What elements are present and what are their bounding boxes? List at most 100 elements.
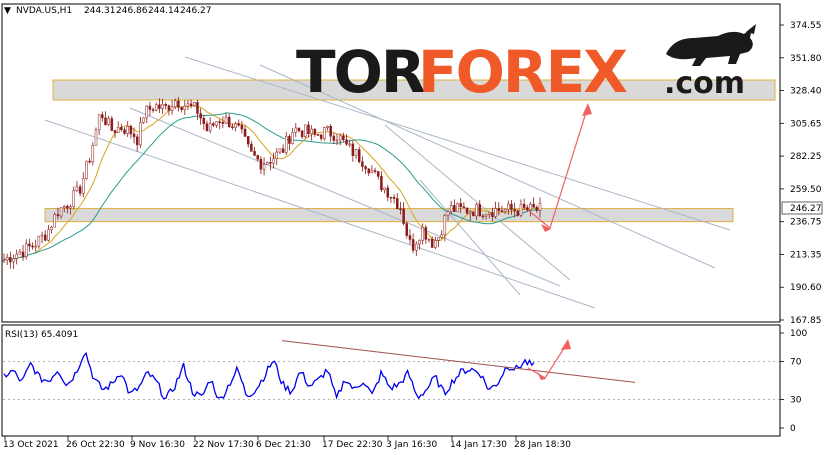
candle-body bbox=[21, 251, 25, 258]
candle-body bbox=[94, 129, 98, 146]
candle-body bbox=[37, 235, 41, 247]
candle-body bbox=[123, 129, 126, 134]
time-tick-label: 14 Jan 17:30 bbox=[450, 440, 507, 450]
price-tick-label: 259.50 bbox=[790, 185, 822, 195]
candle-body bbox=[361, 161, 364, 167]
candle-body bbox=[208, 123, 212, 132]
candle-body bbox=[59, 207, 63, 217]
candle-body bbox=[475, 204, 478, 217]
candle-body bbox=[75, 186, 79, 191]
candle-body bbox=[380, 176, 383, 191]
candle-body bbox=[402, 208, 405, 224]
candle-body bbox=[2, 259, 6, 262]
candle-body bbox=[231, 126, 234, 128]
candle-body bbox=[259, 158, 263, 170]
high-value: 246.86 bbox=[116, 6, 148, 16]
price-tick-label: 374.55 bbox=[790, 21, 822, 31]
candle-body bbox=[5, 257, 9, 261]
candle-body bbox=[224, 116, 228, 124]
candle-body bbox=[180, 107, 183, 110]
price-panel-frame bbox=[1, 3, 781, 323]
candle-body bbox=[193, 102, 196, 106]
candle-body bbox=[145, 105, 148, 119]
price-tick-label: 167.85 bbox=[790, 316, 822, 326]
candle-body bbox=[478, 204, 481, 217]
candle-body bbox=[405, 223, 409, 236]
moving-averages bbox=[3, 105, 541, 261]
candle-body bbox=[97, 114, 101, 131]
candle-body bbox=[383, 187, 386, 191]
candle-body bbox=[202, 117, 206, 124]
candle-body bbox=[497, 208, 501, 212]
candle-body bbox=[399, 208, 402, 211]
candle-body bbox=[53, 214, 56, 228]
trend-line bbox=[419, 179, 521, 296]
time-tick-label: 26 Oct 22:30 bbox=[66, 440, 125, 450]
candle-body bbox=[396, 198, 399, 210]
price-tick-label: 236.75 bbox=[790, 218, 822, 228]
candle-body bbox=[313, 128, 317, 135]
rsi-panel-frame bbox=[1, 324, 781, 437]
last-price-box bbox=[781, 201, 823, 215]
candle-body bbox=[189, 103, 193, 106]
candle-body bbox=[443, 215, 447, 235]
candle-body bbox=[174, 100, 177, 107]
resistance-zone bbox=[52, 79, 776, 101]
candle-body bbox=[28, 243, 31, 247]
candle-body bbox=[335, 139, 339, 142]
candle-body bbox=[516, 210, 520, 216]
candle-body bbox=[237, 123, 240, 126]
candle-body bbox=[164, 104, 168, 106]
price-axis: 374.55 351.80 328.40 305.65 282.25 259.50 236.… bbox=[780, 21, 822, 326]
candle-body bbox=[177, 100, 180, 108]
price-tick-label: 282.25 bbox=[790, 152, 822, 162]
candle-body bbox=[427, 238, 431, 241]
price-tick-label: 305.65 bbox=[790, 119, 822, 129]
candle-body bbox=[370, 170, 374, 174]
candle-body bbox=[12, 258, 15, 263]
candle-body bbox=[424, 227, 428, 240]
candle-body bbox=[253, 151, 256, 156]
candle-body bbox=[513, 209, 516, 212]
candle-body bbox=[519, 203, 523, 216]
bull-icon bbox=[666, 24, 756, 66]
candle-body bbox=[348, 143, 351, 146]
candle-body bbox=[205, 123, 209, 132]
candle-body bbox=[538, 202, 542, 211]
logo-dotcom: .com bbox=[664, 66, 745, 101]
rsi-indicator bbox=[3, 339, 779, 400]
candle-body bbox=[522, 203, 526, 208]
price-tick-label: 328.40 bbox=[790, 87, 822, 97]
rsi-forecast-head bbox=[561, 339, 571, 350]
candle-body bbox=[316, 134, 320, 136]
candle-body bbox=[262, 163, 266, 170]
candle-body bbox=[529, 203, 532, 211]
candle-body bbox=[376, 171, 380, 177]
candle-body bbox=[532, 203, 535, 208]
candle-body bbox=[300, 130, 304, 137]
candle-body bbox=[285, 136, 288, 153]
candle-body bbox=[69, 206, 72, 209]
rsi-tick-label: 100 bbox=[790, 329, 807, 339]
symbol-menu-icon[interactable]: ▼ bbox=[4, 6, 11, 16]
candle-body bbox=[310, 128, 313, 134]
candle-body bbox=[357, 149, 361, 162]
candle-body bbox=[526, 207, 529, 211]
candle-body bbox=[186, 103, 190, 107]
candle-body bbox=[472, 211, 475, 217]
candle-body bbox=[199, 113, 202, 119]
candle-body bbox=[243, 128, 247, 137]
candle-body bbox=[329, 125, 332, 137]
candle-body bbox=[373, 170, 377, 172]
forecast-arrow-path bbox=[527, 105, 589, 230]
ma-fast-line bbox=[3, 105, 541, 261]
time-tick-label: 3 Jan 16:30 bbox=[386, 440, 438, 450]
candle-body bbox=[113, 130, 117, 134]
candle-body bbox=[269, 162, 272, 164]
candle-body bbox=[281, 148, 285, 153]
candle-body bbox=[354, 149, 358, 156]
forecast-arrow-head bbox=[541, 224, 551, 232]
forecast-arrows bbox=[527, 103, 592, 232]
rsi-trend-line bbox=[281, 340, 636, 383]
